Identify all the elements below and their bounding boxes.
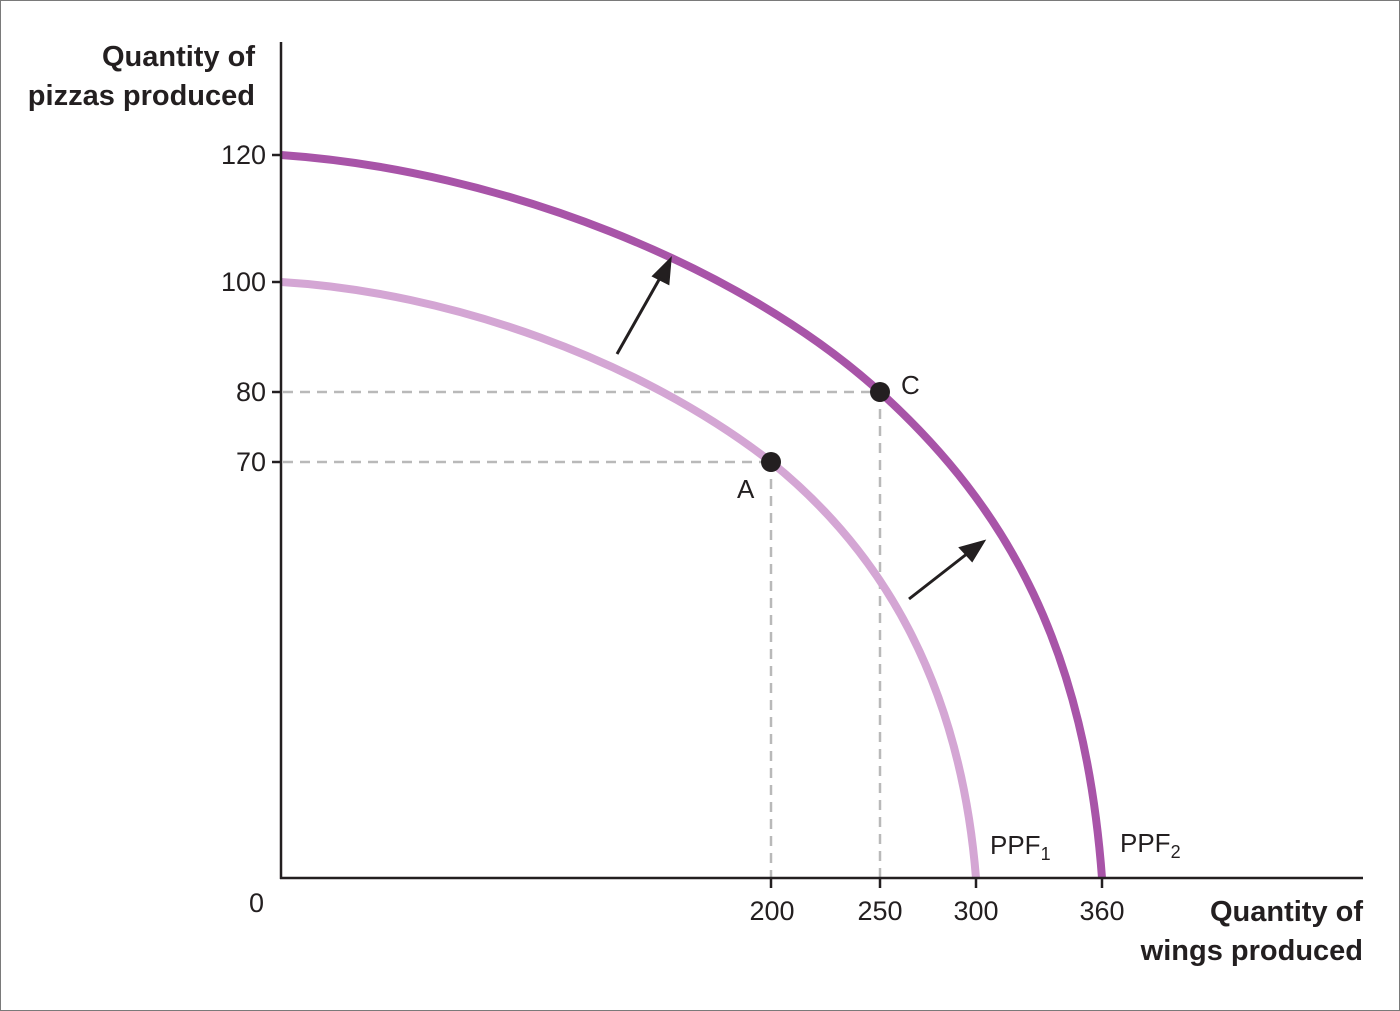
arrow-icon (615, 277, 662, 355)
x-tick-250: 250 (857, 896, 903, 926)
y-axis-title-line2: pizzas produced (27, 80, 255, 112)
ppf2-label: PPF2 (1120, 830, 1181, 861)
arrow-head-icon (651, 256, 672, 286)
arrow-head-icon (958, 539, 987, 563)
ppf2-label-main: PPF (1120, 828, 1171, 858)
point-c-label: C (901, 370, 920, 400)
x-axis-title-line1: Quantity of (1209, 896, 1363, 928)
ppf1-label-main: PPF (990, 830, 1041, 860)
origin-label: 0 (249, 888, 265, 918)
y-tick-80: 80 (235, 377, 266, 407)
y-axis-title-line1: Quantity of (101, 41, 255, 73)
point-c-marker (870, 382, 890, 402)
ppf2-label-sub: 2 (1170, 842, 1181, 862)
y-tick-100: 100 (220, 267, 266, 297)
x-tick-360: 360 (1079, 896, 1125, 926)
x-axis-title: Quantity of wings produced (1141, 893, 1363, 971)
y-axis-title: Quantity of pizzas produced (28, 38, 255, 116)
y-tick-120: 120 (220, 140, 266, 170)
ppf2-curve (280, 151, 1106, 879)
x-axis-title-line2: wings produced (1140, 935, 1363, 967)
y-tick-70: 70 (235, 447, 266, 477)
axes (272, 42, 1363, 888)
x-tick-300: 300 (953, 896, 999, 926)
x-tick-200: 200 (749, 896, 795, 926)
arrow-icon (908, 551, 969, 601)
shift-arrows (615, 256, 987, 601)
ppf1-label: PPF1 (990, 832, 1051, 863)
ppf1-label-sub: 1 (1040, 844, 1051, 864)
ppf1-curve (280, 278, 980, 879)
point-a-marker (761, 452, 781, 472)
point-a-label: A (737, 474, 755, 504)
guide-lines (283, 390, 882, 878)
